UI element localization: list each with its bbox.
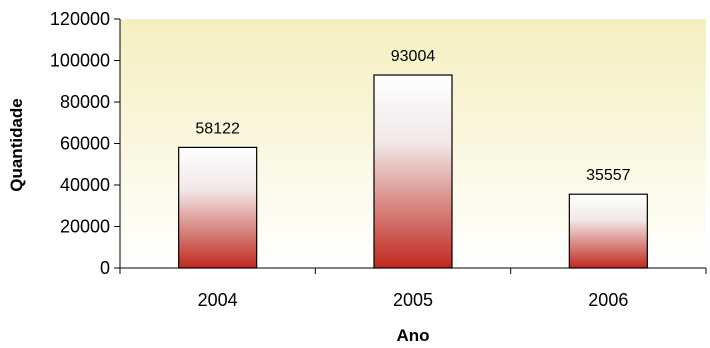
x-axis-title: Ano	[396, 326, 429, 345]
y-tick-label: 120000	[50, 9, 110, 29]
data-label-2004: 58122	[195, 120, 240, 137]
data-label-2006: 35557	[586, 167, 631, 184]
bar-2004	[178, 146, 258, 269]
x-tick-label-2006: 2006	[588, 290, 628, 310]
y-tick-label: 0	[100, 258, 110, 278]
y-tick-label: 60000	[60, 134, 110, 154]
y-axis-ticks: 0 20000 40000 60000 80000 100000 120000	[50, 9, 120, 278]
y-axis-title: Quantidade	[7, 98, 26, 192]
x-tick-label-2005: 2005	[393, 290, 433, 310]
bar-2006	[568, 193, 648, 269]
data-label-2005: 93004	[391, 48, 436, 65]
x-tick-label-2004: 2004	[198, 290, 238, 310]
bars-group	[178, 74, 648, 269]
y-tick-label: 100000	[50, 51, 110, 71]
y-tick-label: 20000	[60, 217, 110, 237]
data-labels-group: 58122 93004 35557	[195, 48, 630, 184]
bar-2005	[373, 74, 453, 269]
y-tick-label: 40000	[60, 175, 110, 195]
y-tick-label: 80000	[60, 92, 110, 112]
x-axis-ticks: 2004 2005 2006	[119, 268, 707, 310]
